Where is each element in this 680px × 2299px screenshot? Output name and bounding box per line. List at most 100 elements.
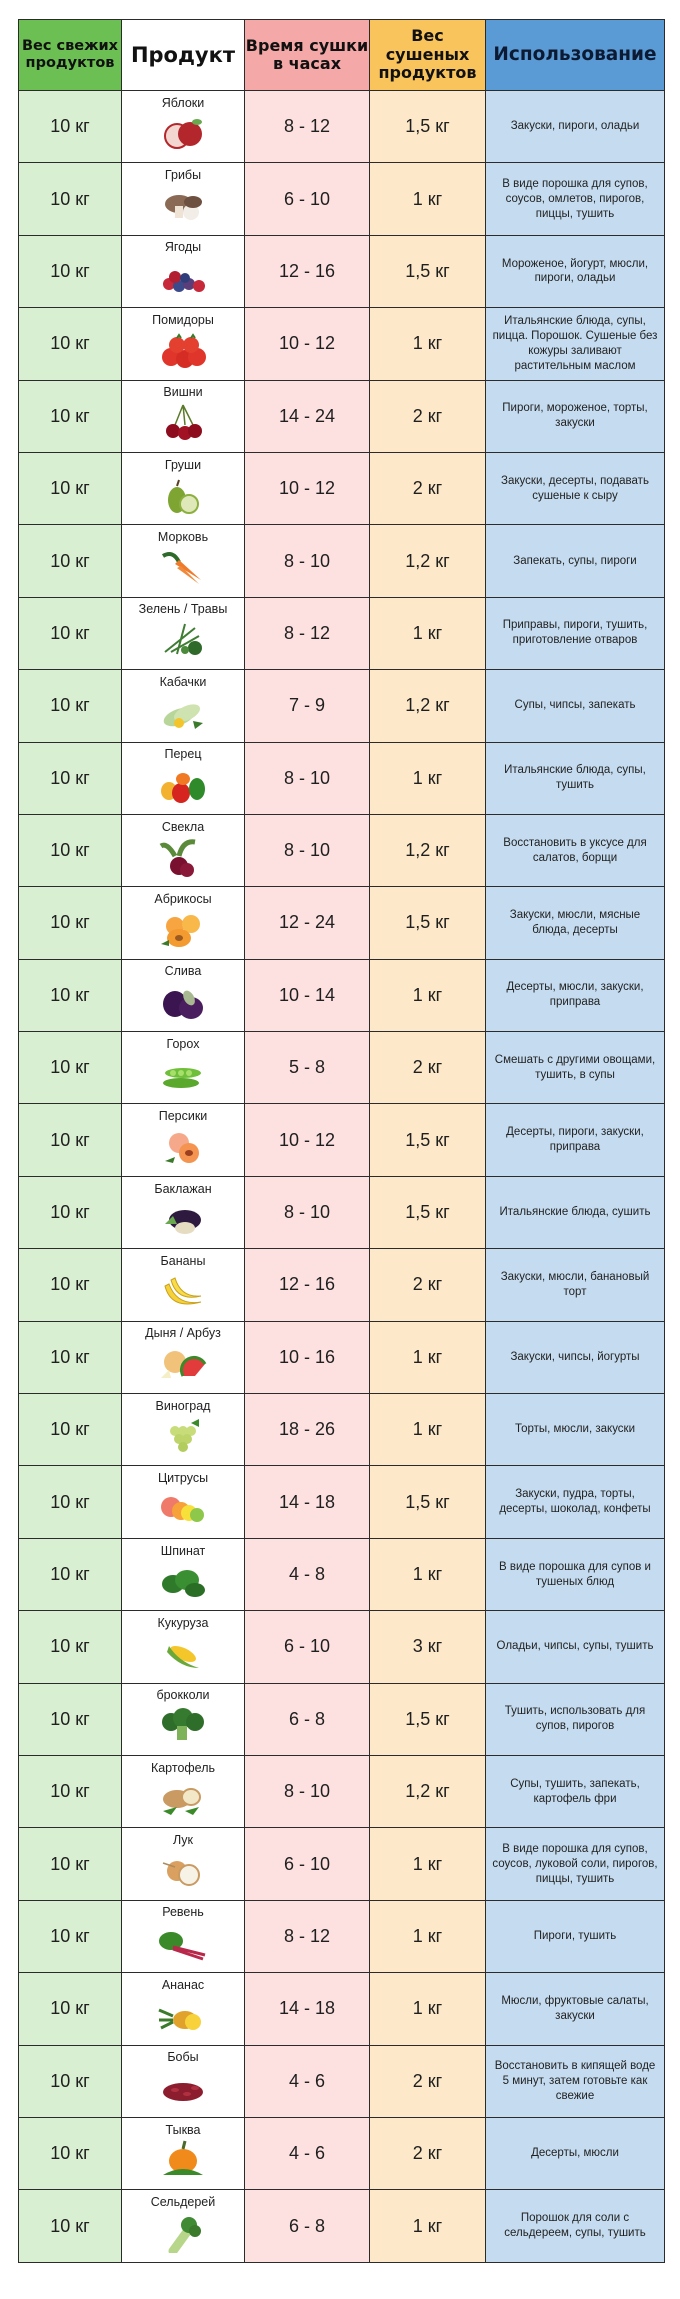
usage-cell: Оладьи, чипсы, супы, тушить	[485, 1610, 665, 1684]
product-name: Тыква	[165, 2122, 201, 2137]
dried-weight-cell: 1 кг	[369, 1899, 486, 1974]
zucchini-icon	[163, 704, 203, 729]
drying-time-cell: 14 - 18	[244, 1972, 370, 2046]
header-dried-weight: Вес сушеных продуктов	[369, 19, 486, 91]
product-cell: брокколи	[121, 1682, 245, 1756]
table-row: 10 кг Помидоры 10 - 12 1 кг Итальянские …	[18, 307, 665, 381]
product-name: Слива	[164, 964, 202, 979]
spinach-icon	[162, 1569, 205, 1597]
table-row: 10 кг Ревень 8 - 12 1 кг Пироги, тушить	[18, 1899, 665, 1974]
dried-weight-cell: 1 кг	[369, 1972, 486, 2046]
apple-icon	[164, 118, 202, 149]
drying-time-cell: 4 - 6	[244, 2044, 370, 2118]
product-cell: Ягоды	[121, 234, 245, 309]
product-cell: Цитрусы	[121, 1465, 245, 1539]
drying-time-cell: 18 - 26	[244, 1393, 370, 1467]
table-row: 10 кг Дыня / Арбуз 10 - 16 1 кг Закуски,…	[18, 1320, 665, 1395]
table-row: 10 кг Морковь 8 - 10 1,2 кг Запекать, су…	[18, 524, 665, 598]
product-cell: Зелень / Травы	[121, 596, 245, 671]
pepper-icon	[161, 773, 205, 804]
product-name: Грибы	[164, 168, 202, 183]
product-name: Ревень	[162, 1905, 204, 1920]
table-row: 10 кг Зелень / Травы 8 - 12 1 кг Приправ…	[18, 596, 665, 671]
dried-weight-cell: 1 кг	[369, 1827, 486, 1901]
product-cell: Сельдерей	[121, 2189, 245, 2263]
product-cell: Свекла	[121, 813, 245, 888]
product-cell: Яблоки	[121, 89, 245, 164]
table-row: 10 кг Ягоды 12 - 16 1,5 кг Мороженое, йо…	[18, 234, 665, 309]
drying-time-cell: 10 - 12	[244, 451, 370, 526]
product-name: Виноград	[155, 1398, 211, 1413]
usage-cell: Мороженое, йогурт, мюсли, пироги, оладьи	[485, 234, 665, 309]
usage-cell: Итальянские блюда, супы, пицца. Порошок.…	[485, 307, 665, 381]
dried-weight-cell: 1,5 кг	[369, 886, 486, 960]
table-row: 10 кг Картофель 8 - 10 1,2 кг Супы, туши…	[18, 1754, 665, 1829]
banana-icon	[164, 1277, 202, 1305]
product-name: Ягоды	[164, 240, 202, 255]
usage-cell: Закуски, чипсы, йогурты	[485, 1320, 665, 1395]
fresh-weight-cell: 10 кг	[18, 813, 122, 888]
product-name: Сельдерей	[150, 2195, 216, 2210]
dried-weight-cell: 1 кг	[369, 1393, 486, 1467]
table-body: 10 кг Яблоки 8 - 12 1,5 кг Закуски, пиро…	[18, 89, 665, 2263]
usage-cell: Восстановить в уксусе для салатов, борщи	[485, 813, 665, 888]
usage-cell: Закуски, пироги, оладьи	[485, 89, 665, 164]
product-name: Морковь	[157, 530, 209, 545]
fresh-weight-cell: 10 кг	[18, 669, 122, 743]
fresh-weight-cell: 10 кг	[18, 1972, 122, 2046]
fresh-weight-cell: 10 кг	[18, 2044, 122, 2118]
drying-time-cell: 6 - 10	[244, 1827, 370, 1901]
table-row: 10 кг Тыква 4 - 6 2 кг Десерты, мюсли	[18, 2116, 665, 2191]
potato-icon	[163, 1787, 201, 1815]
header-drying-time: Время сушки в часах	[244, 19, 370, 91]
product-cell: Ревень	[121, 1899, 245, 1974]
product-cell: Бобы	[121, 2044, 245, 2118]
table-row: 10 кг Персики 10 - 12 1,5 кг Десерты, пи…	[18, 1103, 665, 1177]
dried-weight-cell: 1,5 кг	[369, 1465, 486, 1539]
header-fresh-weight: Вес свежих продуктов	[18, 19, 122, 91]
peach-icon	[165, 1133, 199, 1164]
drying-time-cell: 12 - 16	[244, 234, 370, 309]
herbs-icon	[164, 624, 202, 656]
peas-icon	[163, 1067, 201, 1088]
drying-time-cell: 6 - 8	[244, 2189, 370, 2263]
dried-weight-cell: 1 кг	[369, 162, 486, 236]
dried-weight-cell: 1,2 кг	[369, 524, 486, 598]
drying-time-cell: 12 - 24	[244, 886, 370, 960]
drying-time-cell: 6 - 8	[244, 1682, 370, 1756]
pineapple-icon	[158, 2008, 201, 2030]
product-cell: Лук	[121, 1827, 245, 1901]
drying-time-cell: 8 - 10	[244, 1175, 370, 1250]
dried-weight-cell: 3 кг	[369, 1610, 486, 1684]
drying-time-cell: 6 - 10	[244, 1610, 370, 1684]
product-name: Горох	[166, 1036, 200, 1051]
product-name: Вишни	[163, 385, 203, 400]
drying-time-cell: 4 - 6	[244, 2116, 370, 2191]
dried-weight-cell: 2 кг	[369, 2044, 486, 2118]
cherry-icon	[166, 404, 202, 441]
drying-time-cell: 8 - 12	[244, 89, 370, 164]
dried-weight-cell: 1 кг	[369, 1537, 486, 1612]
berries-icon	[163, 271, 205, 293]
usage-cell: Супы, чипсы, запекать	[485, 669, 665, 743]
product-name: Абрикосы	[154, 891, 212, 906]
usage-cell: Закуски, мюсли, мясные блюда, десерты	[485, 886, 665, 960]
table-row: 10 кг Кукуруза 6 - 10 3 кг Оладьи, чипсы…	[18, 1610, 665, 1684]
rhubarb-icon	[159, 1932, 206, 1961]
usage-cell: Десерты, мюсли	[485, 2116, 665, 2191]
product-cell: Груши	[121, 451, 245, 526]
table-row: 10 кг Шпинат 4 - 8 1 кг В виде порошка д…	[18, 1537, 665, 1612]
drying-time-cell: 10 - 16	[244, 1320, 370, 1395]
fresh-weight-cell: 10 кг	[18, 2116, 122, 2191]
product-name: Бананы	[160, 1253, 206, 1268]
dried-weight-cell: 1,5 кг	[369, 1175, 486, 1250]
product-cell: Ананас	[121, 1972, 245, 2046]
dried-weight-cell: 2 кг	[369, 1031, 486, 1105]
melon-icon	[161, 1351, 207, 1379]
usage-cell: Пироги, тушить	[485, 1899, 665, 1974]
drying-time-cell: 8 - 10	[244, 524, 370, 598]
usage-cell: Мюсли, фруктовые салаты, закуски	[485, 1972, 665, 2046]
celery-icon	[168, 2217, 201, 2254]
fresh-weight-cell: 10 кг	[18, 451, 122, 526]
table-row: 10 кг Баклажан 8 - 10 1,5 кг Итальянские…	[18, 1175, 665, 1250]
